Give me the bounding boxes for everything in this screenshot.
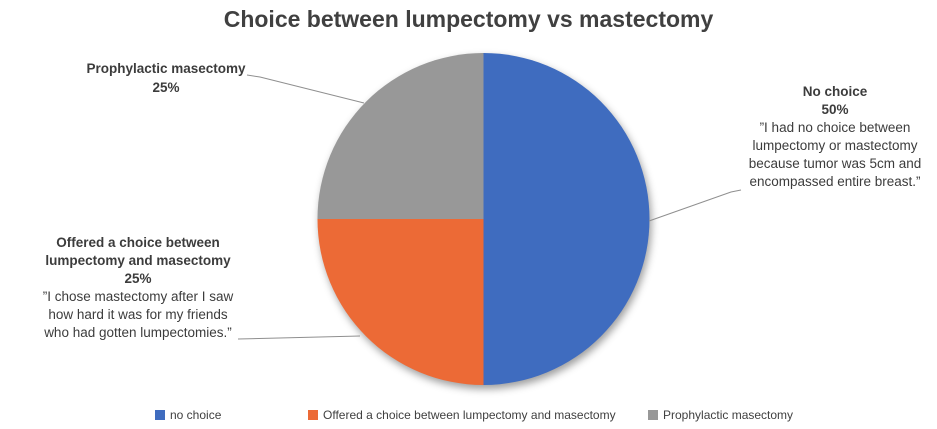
leader-line-offered xyxy=(237,335,361,340)
chart-title: Choice between lumpectomy vs mastectomy xyxy=(223,6,714,32)
pie-slice-prophylactic-masectomy[interactable] xyxy=(317,53,484,219)
legend-label: Prophylactic masectomy xyxy=(663,408,794,422)
legend-label: Offered a choice between lumpectomy and … xyxy=(323,408,616,422)
legend-item-prophylactic-masectomy[interactable]: Prophylactic masectomy xyxy=(648,405,793,425)
label-quote: ”I chose mastectomy after I saw how hard … xyxy=(42,289,234,340)
label-heading: Prophylactic masectomy 25% xyxy=(86,61,246,95)
label-heading: No choice 50% xyxy=(802,84,868,117)
label-quote: ”I had no choice between lumpectomy or ma… xyxy=(748,120,922,189)
legend-swatch-icon xyxy=(648,410,658,420)
label-heading: Offered a choice between lumpectomy and m… xyxy=(45,235,231,286)
legend-item-offered-choice[interactable]: Offered a choice between lumpectomy and … xyxy=(308,405,616,425)
legend-label: no choice xyxy=(170,408,222,422)
legend-swatch-icon xyxy=(308,410,318,420)
pie-slice-offered-a-choice-between-lumpectomy-and-masectomy[interactable] xyxy=(317,219,484,385)
label-no-choice: No choice 50% ”I had no choice between lum… xyxy=(733,83,937,191)
label-prophylactic-masectomy: Prophylactic masectomy 25% xyxy=(41,59,291,97)
legend-swatch-icon xyxy=(155,410,165,420)
pie-slices xyxy=(317,53,650,385)
legend-item-no-choice[interactable]: no choice xyxy=(155,405,221,425)
pie-slice-no-choice[interactable] xyxy=(483,53,650,385)
label-offered-choice: Offered a choice between lumpectomy and m… xyxy=(7,234,269,342)
leader-line-no-choice xyxy=(648,189,742,222)
leader-line-prophylactic xyxy=(246,74,365,104)
